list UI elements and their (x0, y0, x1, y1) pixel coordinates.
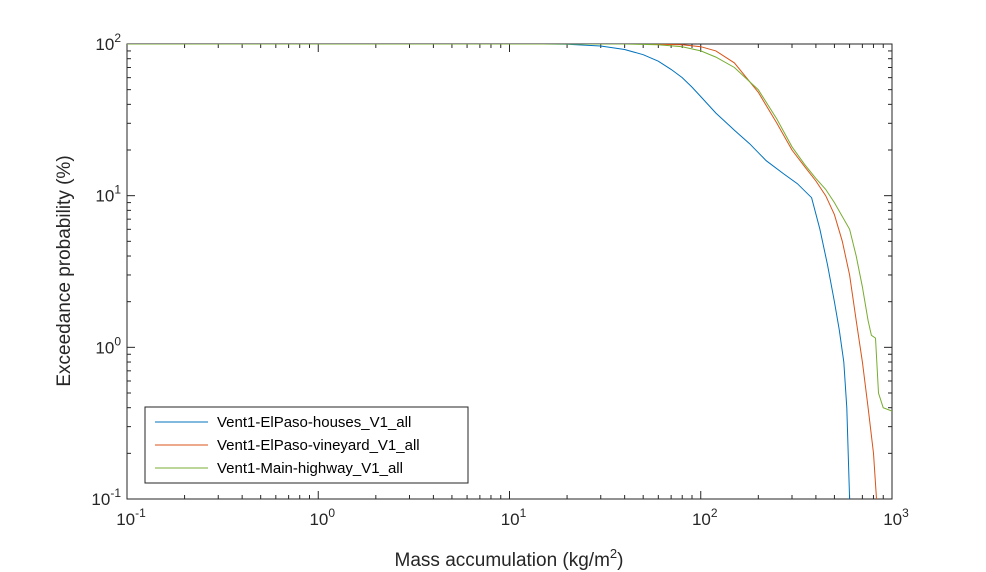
series-line-2 (127, 44, 892, 412)
x-tick-label: 102 (692, 506, 718, 529)
series-line-0 (127, 44, 851, 499)
y-tick-label: 10-1 (91, 486, 121, 509)
y-tick-label: 100 (95, 334, 121, 357)
series-layer (127, 44, 892, 499)
tick-labels: 10-1 100 101 102 103 10-1 100 101 102 (91, 31, 909, 529)
x-axis-label: Mass accumulation (kg/m2) (395, 546, 624, 571)
legend-label-houses: Vent1-ElPaso-houses_V1_all (217, 414, 411, 431)
y-axis-label: Exceedance probability (%) (54, 155, 75, 386)
y-tick-label: 101 (95, 183, 121, 206)
x-tick-label: 10-1 (116, 506, 146, 529)
legend-label-vineyard: Vent1-ElPaso-vineyard_V1_all (217, 437, 420, 454)
y-tick-label: 102 (95, 31, 121, 54)
x-tick-label: 100 (309, 506, 335, 529)
legend-label-highway: Vent1-Main-highway_V1_all (217, 460, 403, 477)
legend: Vent1-ElPaso-houses_V1_all Vent1-ElPaso-… (144, 406, 469, 484)
x-tick-label: 101 (501, 506, 527, 529)
x-tick-label: 103 (883, 506, 909, 529)
series-line-1 (127, 44, 877, 499)
